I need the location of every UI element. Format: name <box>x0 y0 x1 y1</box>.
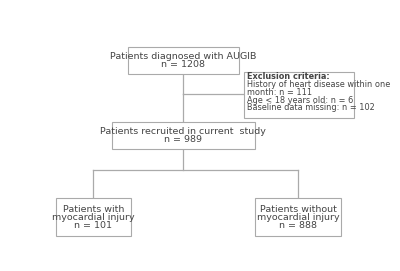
FancyBboxPatch shape <box>128 47 239 74</box>
Text: Baseline data missing: n = 102: Baseline data missing: n = 102 <box>248 104 375 112</box>
Text: Age < 18 years old: n = 6: Age < 18 years old: n = 6 <box>248 96 354 105</box>
Text: n = 989: n = 989 <box>164 135 202 144</box>
Text: History of heart disease within one: History of heart disease within one <box>248 80 391 89</box>
Text: n = 1208: n = 1208 <box>161 60 205 69</box>
Text: myocardial injury: myocardial injury <box>52 213 135 222</box>
Text: Patients with: Patients with <box>63 205 124 214</box>
Text: Patients diagnosed with AUGIB: Patients diagnosed with AUGIB <box>110 52 256 61</box>
Text: Patients without: Patients without <box>260 205 336 214</box>
Text: n = 888: n = 888 <box>279 221 317 230</box>
Text: Exclusion criteria:: Exclusion criteria: <box>248 72 330 81</box>
FancyBboxPatch shape <box>255 198 342 236</box>
FancyBboxPatch shape <box>244 72 354 118</box>
FancyBboxPatch shape <box>112 122 255 149</box>
FancyBboxPatch shape <box>56 198 131 236</box>
Text: n = 101: n = 101 <box>74 221 112 230</box>
Text: myocardial injury: myocardial injury <box>257 213 339 222</box>
Text: Patients recruited in current  study: Patients recruited in current study <box>100 127 266 136</box>
Text: month: n = 111: month: n = 111 <box>248 88 312 97</box>
